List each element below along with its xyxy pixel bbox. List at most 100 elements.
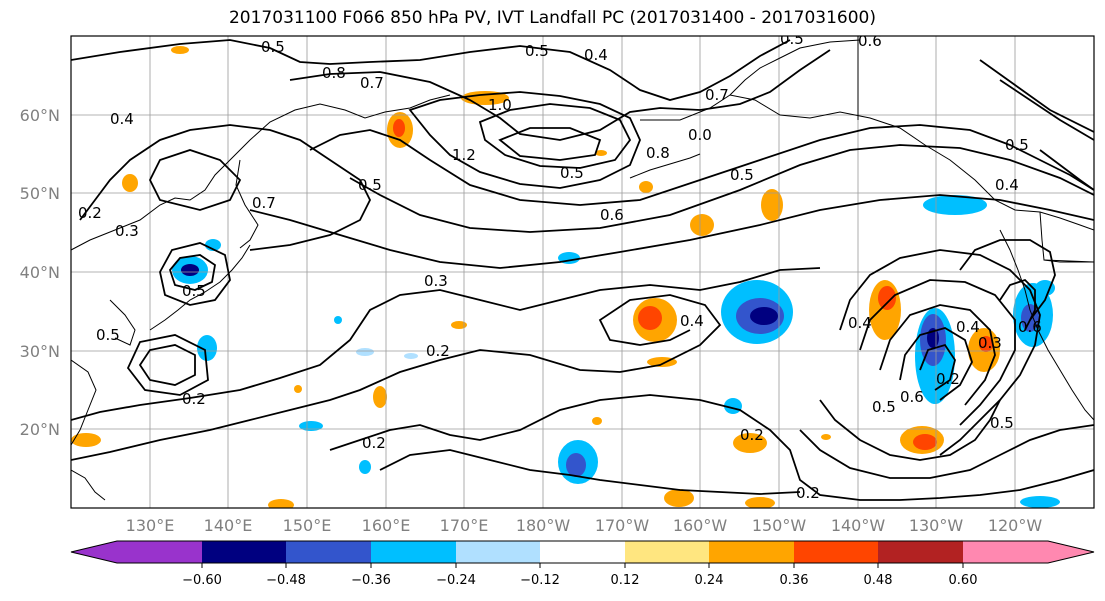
contour-label: 0.2 — [936, 370, 960, 388]
neg-anomaly — [923, 195, 987, 215]
colorbar-under-arrow — [71, 541, 117, 563]
pos-anomaly — [373, 386, 387, 408]
lon-label: 140°E — [204, 516, 253, 535]
contour-label: 0.8 — [322, 64, 346, 82]
contour-label: 0.5 — [730, 166, 754, 184]
contour-label: 0.5 — [182, 282, 206, 300]
pos-anomaly — [294, 385, 302, 393]
colorbar-outline — [70, 540, 1095, 564]
neg-anomaly — [1035, 280, 1055, 296]
lon-label: 150°E — [283, 516, 332, 535]
map-title: 2017031100 F066 850 hPa PV, IVT Landfall… — [228, 8, 876, 28]
contour-label: 0.2 — [362, 434, 386, 452]
lat-label: 20°N — [20, 420, 60, 439]
contour-label: 0.0 — [688, 126, 712, 144]
pos-anomaly — [913, 434, 937, 450]
contour-label: 0.7 — [705, 86, 729, 104]
colorbar-segment — [878, 541, 963, 563]
latitude-labels: 60°N 50°N 40°N 30°N 20°N — [20, 106, 60, 439]
pos-anomaly — [268, 499, 294, 508]
contour-label: 0.7 — [252, 194, 276, 212]
colorbar: −0.60 −0.48 −0.36 −0.24 −0.12 0.12 0.24 … — [70, 540, 1095, 588]
contour-label: 0.5 — [560, 164, 584, 182]
colorbar-segment — [202, 541, 286, 563]
lon-label: 130°E — [126, 516, 175, 535]
contour-label: 0.4 — [680, 312, 704, 330]
contour-label: 0.2 — [796, 484, 820, 502]
colorbar-over-arrow — [1048, 541, 1094, 563]
pos-anomaly — [979, 336, 993, 352]
lon-label: 160°E — [362, 516, 411, 535]
pos-anomaly — [71, 433, 101, 447]
colorbar-tick-label: −0.24 — [436, 573, 476, 588]
lat-label: 30°N — [20, 342, 60, 361]
contour-label: 0.2 — [426, 342, 450, 360]
contour-label: 1.2 — [452, 146, 476, 164]
pos-anomaly — [690, 214, 714, 236]
contour-label: 0.2 — [182, 390, 206, 408]
colorbar-segment — [456, 541, 540, 563]
pos-anomaly — [821, 434, 831, 440]
contour-label: 1.0 — [488, 96, 512, 114]
pos-anomaly — [592, 417, 602, 425]
colorbar-tick-label: 0.12 — [611, 573, 640, 588]
contour-label: 0.5 — [96, 326, 120, 344]
colorbar-segment — [371, 541, 456, 563]
colorbar-tick-label: 0.36 — [780, 573, 809, 588]
colorbar-segment — [540, 541, 625, 563]
pos-anomaly — [664, 489, 694, 507]
pos-anomaly — [733, 433, 767, 453]
neg-anomaly — [404, 353, 418, 359]
pos-anomaly — [393, 119, 405, 137]
pos-anomaly — [761, 189, 783, 221]
lat-label: 40°N — [20, 263, 60, 282]
contour-label: 0.6 — [1018, 318, 1042, 336]
contour-label: 0.5 — [872, 398, 896, 416]
contour-label: 0.3 — [424, 272, 448, 290]
pos-anomaly — [451, 321, 467, 329]
neg-anomaly — [359, 460, 371, 474]
neg-anomaly — [750, 307, 778, 325]
contour-label: 0.4 — [110, 110, 134, 128]
contour-label: 0.4 — [956, 318, 980, 336]
coastlines — [71, 36, 1094, 501]
pos-anomaly — [878, 286, 896, 310]
colorbar-tick-label: 0.24 — [695, 573, 724, 588]
lon-label: 130°W — [909, 516, 964, 535]
pos-anomaly — [638, 306, 662, 330]
colorbar-tick-label: −0.60 — [182, 573, 222, 588]
contour-labels: 0.5 0.5 0.4 0.5 0.6 0.8 0.7 1.0 0.4 1.2 … — [78, 32, 1042, 502]
colorbar-tick-label: 0.48 — [864, 573, 893, 588]
lat-label: 60°N — [20, 106, 60, 125]
lon-label: 120°W — [988, 516, 1043, 535]
neg-anomaly — [197, 335, 217, 361]
neg-anomaly — [356, 348, 374, 356]
colorbar-tick-label: −0.48 — [266, 573, 306, 588]
lon-label: 180°W — [516, 516, 571, 535]
colorbar-segment — [625, 541, 709, 563]
pos-anomaly — [122, 174, 138, 192]
colorbar-tick-label: −0.12 — [520, 573, 560, 588]
contour-label: 0.2 — [78, 204, 102, 222]
contour-label: 0.3 — [978, 334, 1002, 352]
colorbar-segment — [963, 541, 1048, 563]
colorbar-tick-label: 0.60 — [949, 573, 978, 588]
contour-label: 0.8 — [646, 144, 670, 162]
pos-anomaly — [595, 150, 607, 156]
contour-label: 0.2 — [740, 426, 764, 444]
contour-label: 0.4 — [584, 46, 608, 64]
colorbar-segment — [794, 541, 878, 563]
lat-label: 50°N — [20, 184, 60, 203]
map-frame — [70, 35, 1095, 509]
lon-label: 140°W — [831, 516, 886, 535]
pos-anomaly — [639, 181, 653, 193]
lon-label: 170°E — [440, 516, 489, 535]
contour-label: 0.6 — [858, 32, 882, 50]
contour-label: 0.5 — [261, 38, 285, 56]
contour-label: 0.4 — [995, 176, 1019, 194]
pos-anomaly — [745, 497, 775, 508]
neg-anomaly — [334, 316, 342, 324]
neg-anomaly — [1020, 496, 1060, 508]
neg-anomaly — [299, 421, 323, 431]
